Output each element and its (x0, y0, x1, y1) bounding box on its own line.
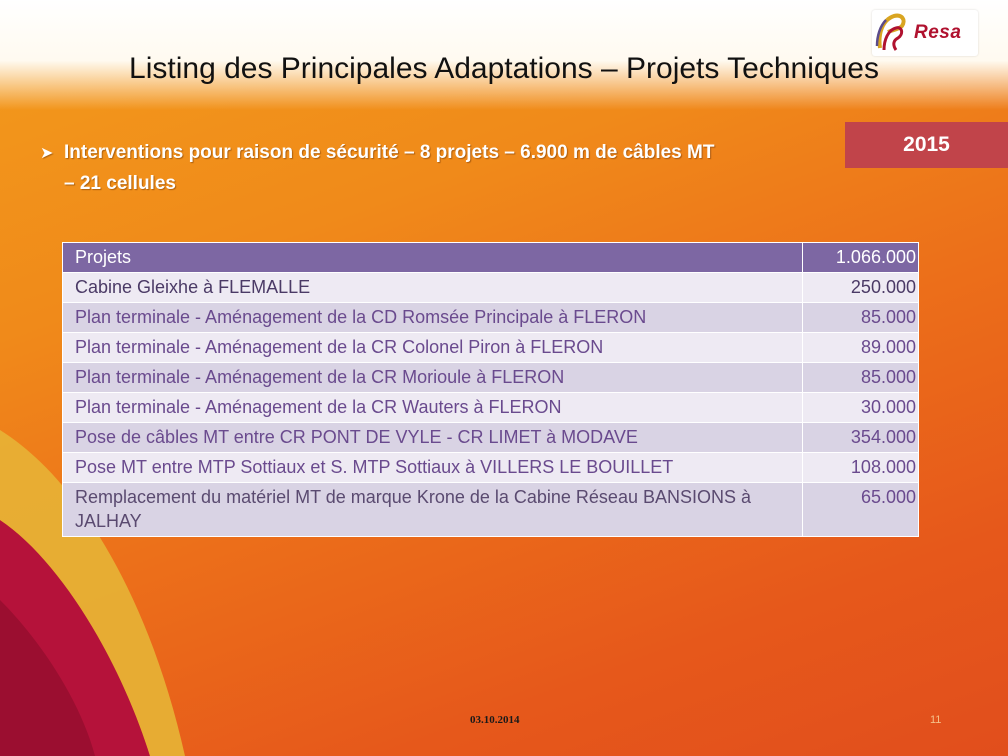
project-amount: 65.000 (802, 482, 919, 537)
bullet-text-line2: – 21 cellules (64, 173, 176, 194)
table-row: Pose de câbles MT entre CR PONT DE VYLE … (62, 422, 919, 453)
table-row: Cabine Gleixhe à FLEMALLE 250.000 (62, 272, 919, 303)
arrow-bullet-icon: ➤ (40, 145, 54, 162)
project-name: Remplacement du matériel MT de marque Kr… (62, 482, 803, 537)
header-projects: Projets (62, 242, 803, 273)
table-row: Plan terminale - Aménagement de la CR Co… (62, 332, 919, 363)
year-badge: 2015 (845, 122, 1008, 168)
table-row: Plan terminale - Aménagement de la CR Mo… (62, 362, 919, 393)
page-number: 11 (930, 714, 942, 726)
project-name: Cabine Gleixhe à FLEMALLE (62, 272, 803, 303)
bullet-point: ➤ Interventions pour raison de sécurité –… (40, 138, 800, 199)
title-band (0, 0, 1008, 110)
project-amount: 250.000 (802, 272, 919, 303)
header-total-amount: 1.066.000 (802, 242, 919, 273)
resa-logo: Resa (872, 10, 978, 56)
footer-date: 03.10.2014 (470, 714, 520, 726)
table-row: Plan terminale - Aménagement de la CR Wa… (62, 392, 919, 423)
resa-logo-icon (875, 13, 906, 51)
table-header-row: Projets 1.066.000 (62, 242, 919, 273)
table-row: Pose MT entre MTP Sottiaux et S. MTP Sot… (62, 452, 919, 483)
project-name: Plan terminale - Aménagement de la CD Ro… (62, 302, 803, 333)
project-amount: 85.000 (802, 362, 919, 393)
bullet-text-line1: Interventions pour raison de sécurité – … (64, 142, 715, 163)
table-row: Remplacement du matériel MT de marque Kr… (62, 482, 919, 537)
project-name: Plan terminale - Aménagement de la CR Mo… (62, 362, 803, 393)
project-name: Pose MT entre MTP Sottiaux et S. MTP Sot… (62, 452, 803, 483)
project-name: Plan terminale - Aménagement de la CR Wa… (62, 392, 803, 423)
slide-title: Listing des Principales Adaptations – Pr… (129, 52, 879, 85)
project-name: Pose de câbles MT entre CR PONT DE VYLE … (62, 422, 803, 453)
project-name: Plan terminale - Aménagement de la CR Co… (62, 332, 803, 363)
resa-logo-text: Resa (914, 22, 962, 43)
project-amount: 89.000 (802, 332, 919, 363)
project-amount: 354.000 (802, 422, 919, 453)
project-amount: 30.000 (802, 392, 919, 423)
project-amount: 85.000 (802, 302, 919, 333)
projects-table: Projets 1.066.000 Cabine Gleixhe à FLEMA… (62, 242, 919, 537)
project-amount: 108.000 (802, 452, 919, 483)
table-row: Plan terminale - Aménagement de la CD Ro… (62, 302, 919, 333)
